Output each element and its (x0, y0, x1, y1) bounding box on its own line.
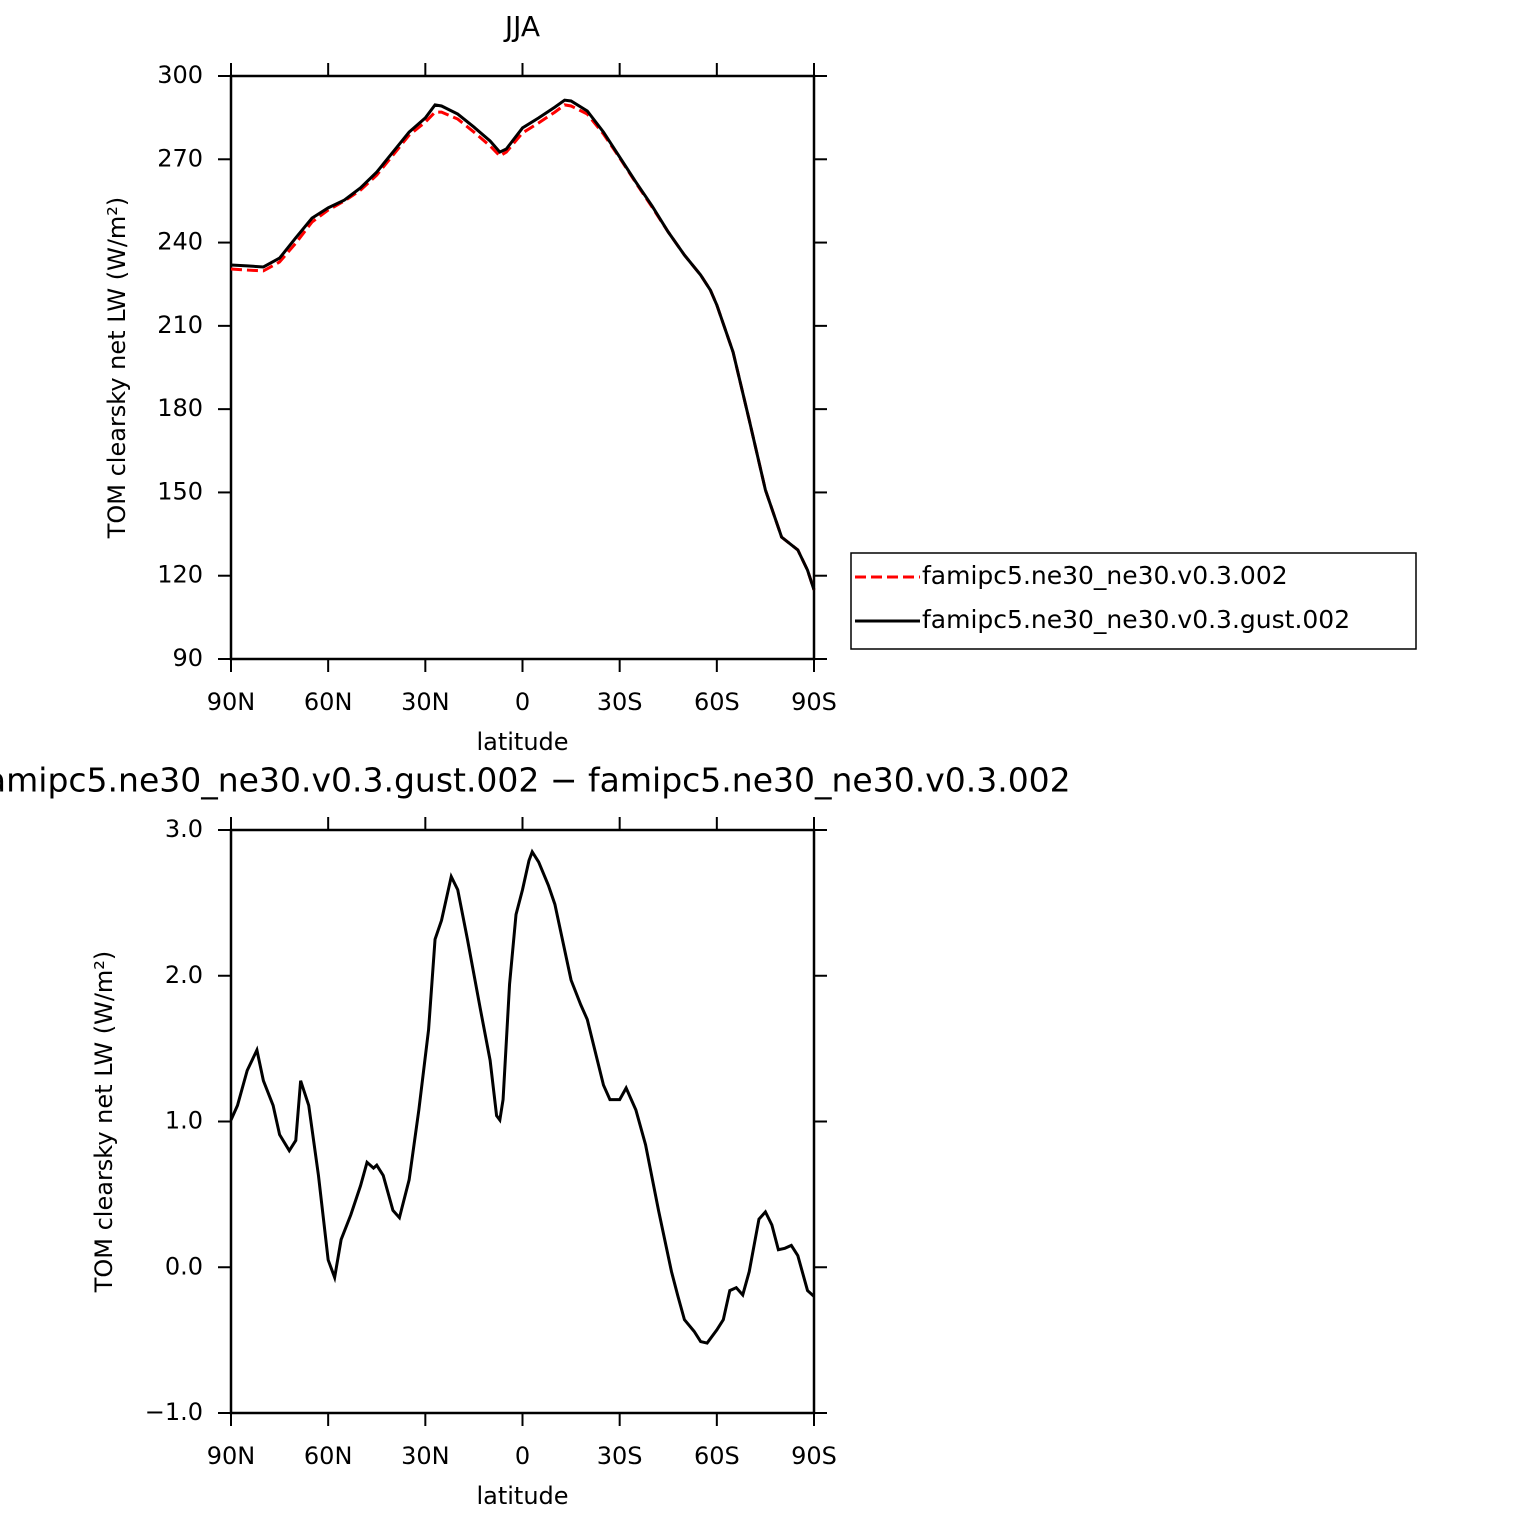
y-tick-label: 150 (157, 477, 203, 505)
x-tick-label: 90N (207, 1442, 256, 1470)
plot-frame (229, 74, 816, 661)
data-line (230, 98, 816, 591)
y-tick-label: 3.0 (165, 815, 203, 843)
legend-label: famipc5.ne30_ne30.v0.3.gust.002 (922, 605, 1350, 634)
x-axis-label: latitude (476, 728, 568, 756)
plot-frame (229, 828, 816, 1415)
y-axis-label: TOM clearsky net LW (W/m²) (103, 197, 131, 540)
legend: famipc5.ne30_ne30.v0.3.002 famipc5.ne30_n… (850, 552, 1417, 650)
x-tick-label: 60S (694, 1442, 740, 1470)
x-axis-label: latitude (476, 1482, 568, 1510)
legend-label: famipc5.ne30_ne30.v0.3.002 (922, 561, 1288, 590)
x-tick-label: 90N (207, 688, 256, 716)
x-tick-label: 90S (791, 688, 837, 716)
x-tick-label: 0 (515, 688, 530, 716)
chart-title: JJA (503, 10, 540, 43)
x-tick-label: 30N (401, 688, 450, 716)
y-tick-label: 1.0 (165, 1107, 203, 1135)
y-tick-label: 120 (157, 561, 203, 589)
y-tick-label: 300 (157, 61, 203, 89)
legend-box (850, 552, 1417, 650)
x-tick-label: 60N (304, 1442, 353, 1470)
y-tick-label: 210 (157, 311, 203, 339)
x-tick-label: 30N (401, 1442, 450, 1470)
x-tick-label: 0 (515, 1442, 530, 1470)
y-tick-label: 270 (157, 144, 203, 172)
data-line (230, 103, 816, 591)
chart-title: famipc5.ne30_ne30.v0.3.gust.002 − famipc… (0, 761, 1071, 800)
y-tick-label: 2.0 (165, 961, 203, 989)
y-tick-label: −1.0 (145, 1398, 203, 1426)
y-tick-label: 180 (157, 394, 203, 422)
x-tick-label: 30S (597, 1442, 643, 1470)
x-tick-label: 60N (304, 688, 353, 716)
data-line (229, 848, 816, 1345)
y-axis-label: TOM clearsky net LW (W/m²) (90, 951, 118, 1294)
x-tick-label: 30S (597, 688, 643, 716)
y-tick-label: 240 (157, 228, 203, 256)
y-tick-label: 0.0 (165, 1252, 203, 1280)
y-tick-label: 90 (172, 644, 203, 672)
x-tick-label: 60S (694, 688, 740, 716)
x-tick-label: 90S (791, 1442, 837, 1470)
